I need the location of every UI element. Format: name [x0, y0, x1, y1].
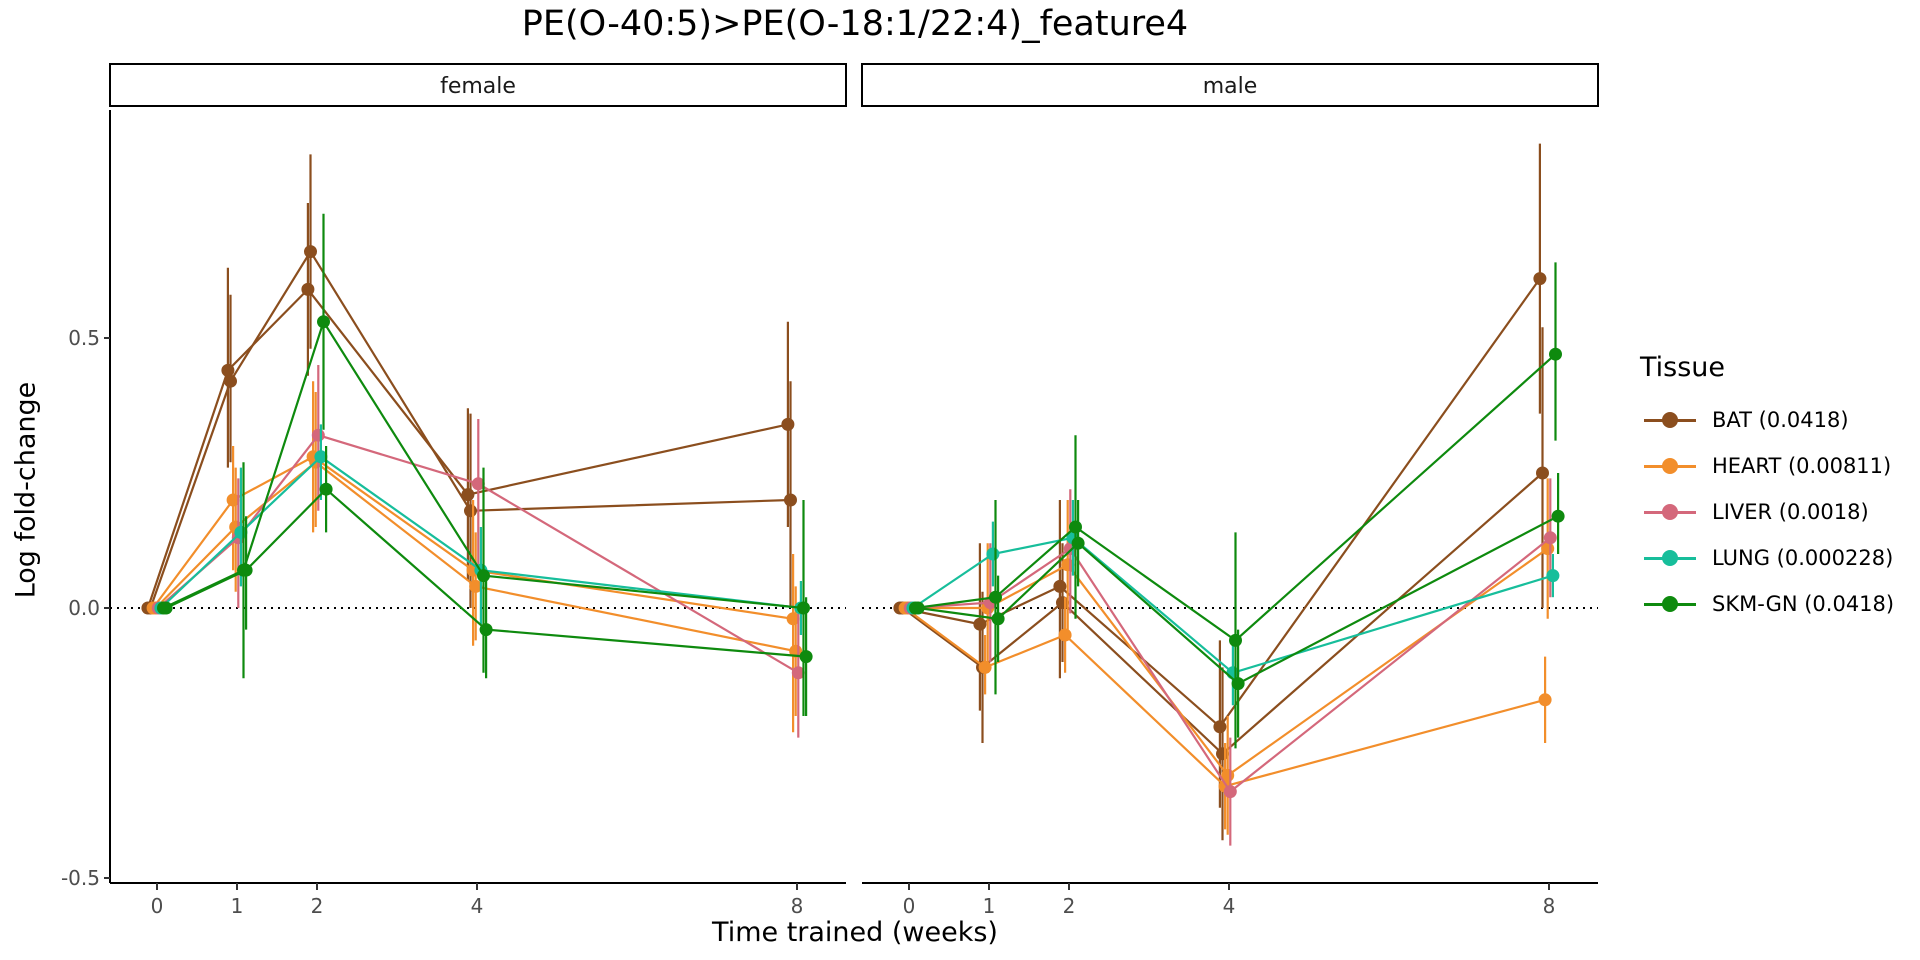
x-tick-label: 2	[1063, 894, 1076, 918]
legend: Tissue BAT (0.0418) HEART (0.00811) LIVER …	[1640, 352, 1894, 627]
data-point	[1229, 633, 1242, 647]
x-tick-label: 1	[983, 894, 996, 918]
data-point	[978, 660, 992, 674]
facet-strip-label-female: female	[440, 74, 516, 99]
legend-label: LUNG (0.000228)	[1712, 546, 1894, 570]
data-point	[159, 601, 173, 615]
data-point	[221, 363, 235, 377]
data-point	[304, 245, 317, 259]
x-tick-label: 2	[311, 894, 324, 918]
y-tick-label: 0.5	[68, 326, 100, 350]
data-point	[301, 282, 315, 296]
facet-strip-female	[109, 63, 847, 107]
data-point	[469, 579, 483, 593]
data-point	[314, 450, 328, 464]
legend-key-point	[1662, 550, 1678, 566]
data-point	[986, 547, 1000, 561]
legend-key	[1640, 502, 1700, 522]
data-point	[1223, 785, 1237, 799]
y-tick-label: 0.0	[68, 596, 100, 620]
data-point	[1069, 520, 1082, 534]
data-point	[1053, 579, 1067, 593]
legend-key-point	[1662, 412, 1678, 428]
data-point	[784, 493, 797, 507]
legend-key	[1640, 410, 1700, 430]
data-point	[477, 569, 490, 583]
data-point	[1071, 536, 1085, 550]
x-tick-label: 0	[903, 894, 916, 918]
legend-key-point	[1662, 596, 1678, 612]
data-point	[1536, 466, 1549, 480]
legend-item: LUNG (0.000228)	[1640, 535, 1894, 581]
legend-key	[1640, 594, 1700, 614]
legend-key-point	[1662, 458, 1678, 474]
data-point	[239, 563, 253, 577]
x-axis-label: Time trained (weeks)	[712, 917, 998, 948]
facet-strip-label-male: male	[1203, 74, 1258, 99]
data-point	[1551, 509, 1565, 523]
legend-key	[1640, 456, 1700, 476]
y-axis-label: Log fold-change	[10, 381, 42, 599]
legend-label: HEART (0.00811)	[1712, 454, 1892, 478]
legend-label: LIVER (0.0018)	[1712, 500, 1869, 524]
data-point	[799, 650, 813, 664]
data-point	[317, 315, 330, 329]
x-tick-label: 0	[151, 894, 164, 918]
data-point	[991, 612, 1005, 626]
legend-items: BAT (0.0418) HEART (0.00811) LIVER (0.0018…	[1640, 397, 1894, 627]
data-point	[791, 666, 805, 680]
x-tick-label: 4	[1223, 894, 1236, 918]
legend-label: SKM-GN (0.0418)	[1712, 592, 1895, 616]
legend-title: Tissue	[1640, 352, 1726, 383]
data-point	[471, 477, 485, 491]
data-point	[1546, 569, 1560, 583]
y-tick-label: -0.5	[61, 866, 100, 890]
data-point	[479, 623, 493, 637]
data-point	[311, 428, 325, 442]
data-point	[1231, 677, 1245, 691]
chart-title: PE(O-40:5)>PE(O-18:1/22:4)_feature4	[521, 4, 1189, 44]
data-point	[797, 601, 810, 615]
data-point	[1533, 272, 1547, 286]
legend-item: SKM-GN (0.0418)	[1640, 581, 1894, 627]
data-point	[1538, 693, 1552, 707]
data-point	[781, 417, 795, 431]
legend-key	[1640, 548, 1700, 568]
data-point	[319, 482, 333, 496]
data-point	[911, 601, 925, 615]
data-point	[1058, 628, 1072, 642]
facet-strip-male	[861, 63, 1599, 107]
legend-item: LIVER (0.0018)	[1640, 489, 1894, 535]
legend-label: BAT (0.0418)	[1712, 408, 1849, 432]
data-point	[224, 374, 237, 388]
data-point	[464, 504, 477, 518]
x-tick-label: 8	[1543, 894, 1556, 918]
legend-key-point	[1662, 504, 1678, 520]
data-point	[989, 590, 1002, 604]
legend-item: BAT (0.0418)	[1640, 397, 1894, 443]
legend-item: HEART (0.00811)	[1640, 443, 1894, 489]
x-tick-label: 4	[471, 894, 484, 918]
x-tick-label: 8	[791, 894, 804, 918]
data-point	[973, 617, 987, 631]
x-tick-label: 1	[231, 894, 244, 918]
data-point	[1543, 531, 1557, 545]
data-point	[1549, 347, 1562, 361]
data-point	[1213, 720, 1227, 734]
